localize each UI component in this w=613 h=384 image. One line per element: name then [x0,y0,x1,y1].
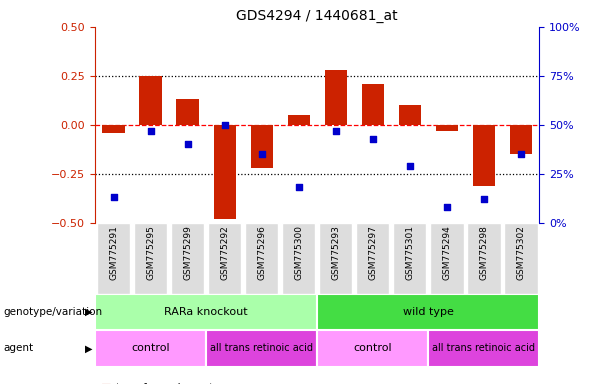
Text: control: control [354,343,392,354]
Point [442,204,452,210]
Text: all trans retinoic acid: all trans retinoic acid [432,343,535,354]
Point [109,194,118,200]
Point [331,127,341,134]
FancyBboxPatch shape [97,223,130,294]
Text: GSM775295: GSM775295 [146,225,155,280]
FancyBboxPatch shape [171,223,204,294]
Text: GSM775296: GSM775296 [257,225,266,280]
FancyBboxPatch shape [393,223,427,294]
Text: GSM775301: GSM775301 [405,225,414,280]
FancyBboxPatch shape [245,223,278,294]
Point [219,122,229,128]
Point [405,163,415,169]
FancyBboxPatch shape [282,223,315,294]
Point [146,127,156,134]
Point [479,196,489,202]
FancyBboxPatch shape [319,223,352,294]
Text: GSM775297: GSM775297 [368,225,377,280]
Text: GSM775302: GSM775302 [516,225,525,280]
FancyBboxPatch shape [356,223,389,294]
Text: all trans retinoic acid: all trans retinoic acid [210,343,313,354]
Text: GSM775291: GSM775291 [109,225,118,280]
Text: GSM775294: GSM775294 [443,225,451,280]
Bar [287,115,310,125]
Text: control: control [131,343,170,354]
FancyBboxPatch shape [467,223,501,294]
Text: GSM775299: GSM775299 [183,225,192,280]
Point [368,136,378,142]
Point [516,151,526,157]
Bar [398,105,421,125]
FancyBboxPatch shape [318,330,428,367]
Bar [251,125,273,168]
Bar [510,125,532,154]
FancyBboxPatch shape [95,330,206,367]
Point [294,184,303,190]
Bar [102,125,124,132]
FancyBboxPatch shape [134,223,167,294]
Title: GDS4294 / 1440681_at: GDS4294 / 1440681_at [237,9,398,23]
Text: agent: agent [3,343,33,354]
Bar [177,99,199,125]
Point [257,151,267,157]
FancyBboxPatch shape [504,223,538,294]
Bar [213,125,236,219]
FancyBboxPatch shape [318,294,539,330]
FancyBboxPatch shape [430,223,463,294]
FancyBboxPatch shape [428,330,539,367]
Text: GSM775300: GSM775300 [294,225,303,280]
Text: GSM775292: GSM775292 [220,225,229,280]
Text: GSM775298: GSM775298 [479,225,489,280]
Bar [473,125,495,185]
Bar [140,76,162,125]
Text: ▶: ▶ [85,343,93,354]
Text: transformed count: transformed count [116,383,214,384]
Text: RARa knockout: RARa knockout [164,307,248,317]
FancyBboxPatch shape [206,330,318,367]
Bar [436,125,458,131]
Point [183,141,192,147]
FancyBboxPatch shape [208,223,242,294]
Text: ■: ■ [101,383,112,384]
Text: GSM775293: GSM775293 [331,225,340,280]
Bar [325,70,347,125]
Text: wild type: wild type [403,307,454,317]
Bar [362,84,384,125]
FancyBboxPatch shape [95,294,318,330]
Text: genotype/variation: genotype/variation [3,307,102,317]
Text: ▶: ▶ [85,307,93,317]
